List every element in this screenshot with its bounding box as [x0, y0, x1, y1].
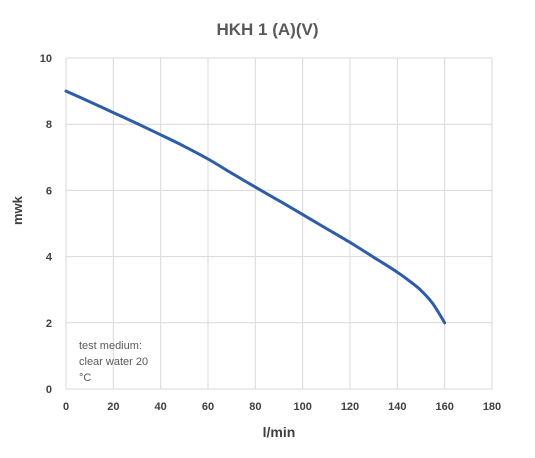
- y-tick-label: 8: [46, 119, 52, 131]
- annotation-note: test medium: clear water 20 °C: [79, 338, 179, 386]
- annotation-line: test medium:: [79, 340, 142, 352]
- x-tick-label: 140: [388, 401, 406, 413]
- y-tick-label: 0: [46, 384, 52, 396]
- x-tick-label: 20: [107, 401, 119, 413]
- y-tick-label: 10: [40, 53, 52, 65]
- x-tick-label: 0: [63, 401, 69, 413]
- y-tick-label: 4: [46, 252, 53, 264]
- x-tick-label: 120: [341, 401, 359, 413]
- y-tick-label: 6: [46, 185, 52, 197]
- x-tick-label: 100: [293, 401, 311, 413]
- chart-title: HKH 1 (A)(V): [216, 20, 319, 39]
- x-tick-label: 180: [483, 401, 501, 413]
- y-tick-label: 2: [46, 318, 52, 330]
- x-tick-label: 40: [155, 401, 167, 413]
- tick-labels: 0 20 40 60 80 100 120 140 160 180 0 2 4 6 8 10: [40, 53, 501, 413]
- series-lines: [64, 89, 447, 325]
- x-tick-label: 60: [202, 401, 214, 413]
- gridlines: [65, 57, 493, 390]
- x-axis-label: l/min: [262, 424, 296, 440]
- annotation-line: °C: [79, 372, 92, 384]
- x-tick-label: 160: [435, 401, 453, 413]
- series-line: [64, 89, 447, 325]
- annotation-line: clear water 20: [79, 356, 149, 368]
- y-axis-label: mwk: [10, 196, 25, 225]
- x-tick-label: 80: [249, 401, 261, 413]
